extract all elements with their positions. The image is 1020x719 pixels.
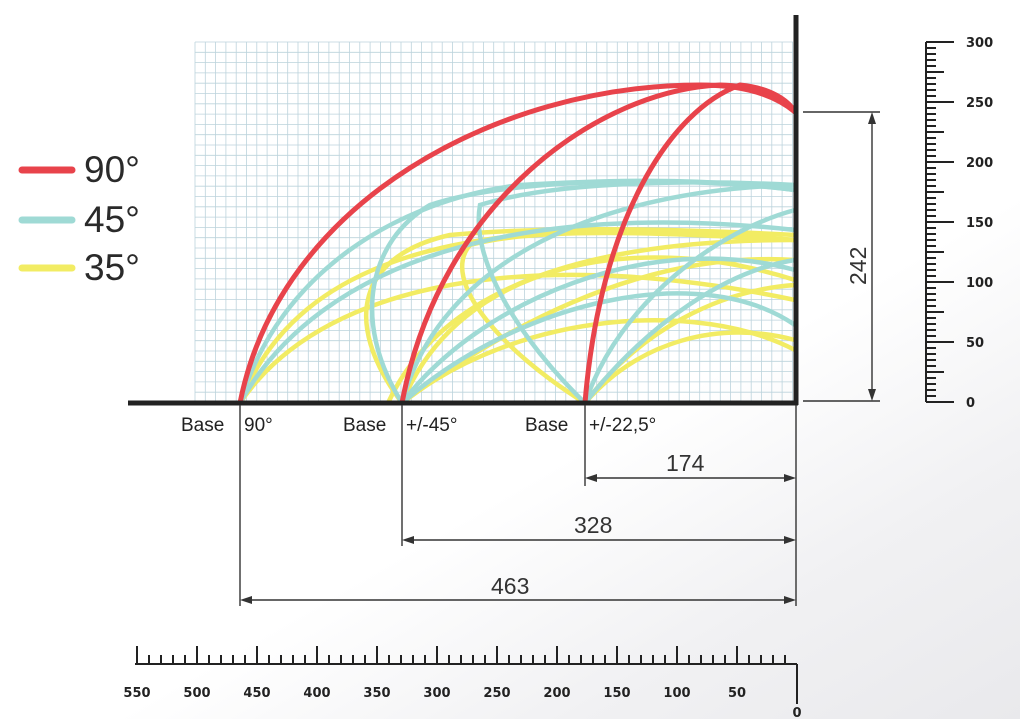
legend-label-45: 45° <box>84 199 140 240</box>
arc-45-i <box>582 257 798 406</box>
dimension-174-label: 174 <box>666 450 705 476</box>
dimension-328-label: 328 <box>574 512 612 538</box>
arc-35-j <box>582 330 798 406</box>
spray-arcs <box>237 82 798 406</box>
horizontal-scale-label: 150 <box>603 686 630 701</box>
horizontal-scale-label: 400 <box>303 686 330 701</box>
vertical-scale-label: 300 <box>966 36 993 51</box>
dimension-height-label: 242 <box>845 247 871 285</box>
base-angle-22: +/-22,5° <box>589 415 656 436</box>
horizontal-scale-label: 550 <box>123 686 150 701</box>
arc-45-h <box>582 207 798 406</box>
horizontal-scale-label: 300 <box>423 686 450 701</box>
arc-45-b <box>237 220 798 406</box>
horizontal-scale-label: 450 <box>243 686 270 701</box>
dimension-height: 242 <box>803 111 880 402</box>
dimension-463-label: 463 <box>491 573 529 599</box>
dimension-328: 328 <box>402 512 796 544</box>
arc-35-c <box>364 226 798 406</box>
arc-45-e <box>399 256 798 406</box>
arc-45-d <box>399 182 798 406</box>
arc-35-g <box>399 255 798 406</box>
vertical-scale-label: 0 <box>966 396 975 411</box>
horizontal-scale-label: 200 <box>543 686 570 701</box>
vertical-scale-label: 100 <box>966 276 993 291</box>
horizontal-scale-label: 100 <box>663 686 690 701</box>
vertical-scale-label: 50 <box>966 336 984 351</box>
dimension-174: 174 <box>585 450 796 482</box>
horizontal-scale: 550 500 450 400 350 300 250 200 150 100 500 <box>123 646 802 719</box>
vertical-scale: 300 250 200 150 100 50 0 <box>925 36 993 411</box>
base-label-90: Base <box>181 415 224 436</box>
arc-45-g <box>476 180 798 406</box>
horizontal-scale-label: 350 <box>363 686 390 701</box>
legend: 90° 45° 35° <box>18 149 140 288</box>
arc-45-f <box>399 291 798 406</box>
vertical-scale-label: 250 <box>966 96 993 111</box>
legend-label-35: 35° <box>84 247 140 288</box>
legend-label-90: 90° <box>84 149 140 190</box>
horizontal-scale-label: 50 <box>728 686 746 701</box>
horizontal-scale-label: 250 <box>483 686 510 701</box>
vertical-scale-label: 150 <box>966 216 993 231</box>
base-labels: Base 90° Base +/-45° Base +/-22,5° <box>181 415 656 436</box>
vertical-scale-label: 200 <box>966 156 993 171</box>
base-label-22: Base <box>525 415 568 436</box>
base-angle-45: +/-45° <box>406 415 457 436</box>
base-angle-90: 90° <box>244 415 273 436</box>
horizontal-scale-label: 500 <box>183 686 210 701</box>
base-label-45: Base <box>343 415 386 436</box>
dimension-463: 463 <box>240 573 796 604</box>
arc-90-c <box>582 82 798 406</box>
horizontal-scale-label: 0 <box>792 706 801 719</box>
